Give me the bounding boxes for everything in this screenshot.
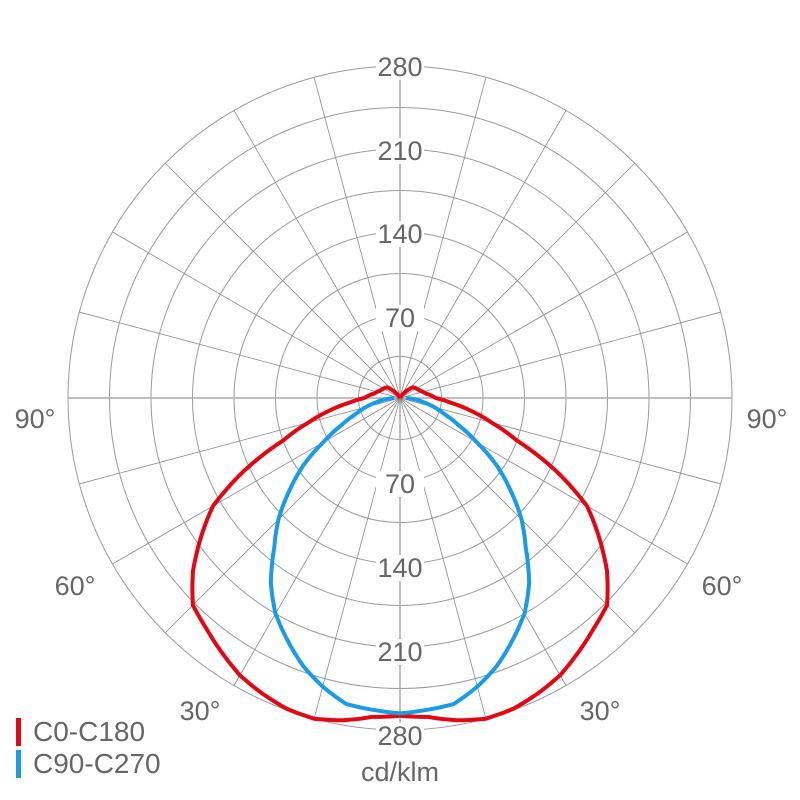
legend: C0-C180 C90-C270	[16, 716, 161, 780]
grid-spoke	[399, 77, 487, 399]
r-tick-bottom-210: 210	[377, 637, 422, 667]
r-tick-top-280: 280	[377, 52, 422, 82]
unit-label: cd/klm	[361, 757, 439, 787]
grid-spoke	[399, 110, 567, 399]
label-background	[376, 221, 424, 247]
legend-item-c90-c270: C90-C270	[16, 748, 161, 780]
grid-spoke	[399, 397, 721, 485]
label-background	[376, 555, 424, 581]
grid-spoke	[399, 397, 487, 719]
grid-spoke	[233, 397, 401, 686]
grid-spoke	[399, 397, 688, 565]
grid-spoke	[313, 77, 401, 399]
grid-spoke	[399, 162, 636, 399]
series-curve-c90-c270	[268, 396, 532, 716]
intensity-curves	[190, 385, 610, 723]
grid-spoke	[112, 397, 401, 565]
r-tick-bottom-70: 70	[385, 469, 415, 499]
r-tick-top-70: 70	[385, 303, 415, 333]
label-background	[376, 471, 424, 497]
legend-swatch-red	[16, 718, 21, 746]
axis-labels: 280 210 140 70 70 140 210 280 cd/klm 90°…	[15, 52, 788, 787]
series-curve-c0-c180	[190, 385, 610, 723]
grid-spoke	[399, 231, 688, 399]
grid-spoke	[399, 311, 721, 399]
legend-swatch-blue	[16, 750, 21, 778]
grid-spoke	[79, 311, 401, 399]
label-background	[376, 639, 424, 665]
legend-item-c0-c180: C0-C180	[16, 716, 161, 748]
label-background	[376, 305, 424, 331]
angle-label-right-60: 60°	[702, 571, 743, 601]
r-tick-bottom-140: 140	[377, 553, 422, 583]
grid-spoke	[79, 397, 401, 485]
label-background	[376, 723, 424, 749]
legend-label: C0-C180	[33, 716, 146, 747]
angle-label-right-30: 30°	[580, 696, 621, 726]
grid-spoke	[313, 397, 401, 719]
grid-spoke	[233, 110, 401, 399]
grid-spoke	[399, 397, 636, 634]
legend-label: C90-C270	[33, 748, 161, 779]
grid-spoke	[112, 231, 401, 399]
label-background	[376, 54, 424, 80]
r-tick-bottom-280: 280	[377, 721, 422, 751]
angle-label-left-30: 30°	[180, 696, 221, 726]
angle-label-left-60: 60°	[55, 571, 96, 601]
angle-label-left-90: 90°	[15, 404, 56, 434]
angle-label-right-90: 90°	[747, 404, 788, 434]
r-tick-top-140: 140	[377, 219, 422, 249]
grid-spoke	[164, 162, 401, 399]
r-tick-top-210: 210	[377, 136, 422, 166]
grid-spoke	[164, 397, 401, 634]
grid-spoke	[399, 397, 567, 686]
label-background	[376, 138, 424, 164]
